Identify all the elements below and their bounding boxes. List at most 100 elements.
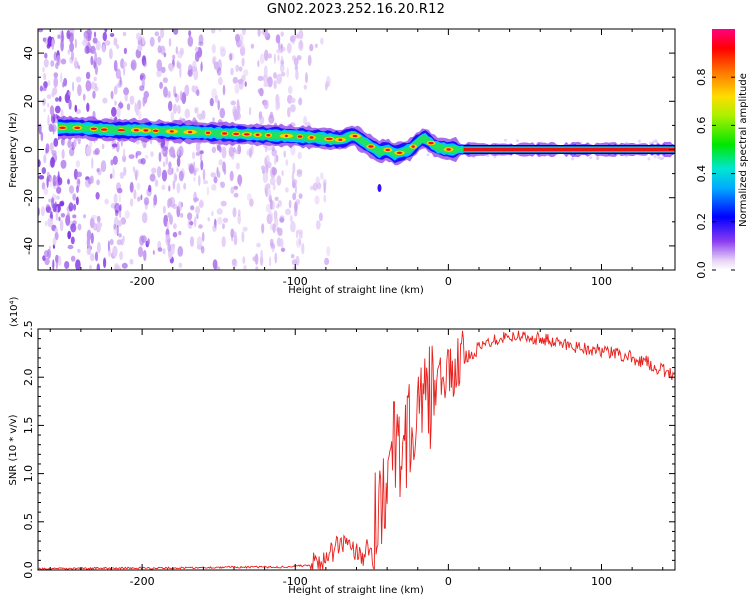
spectrogram-ridge-peak: [59, 126, 66, 129]
spectrogram-noise-cell: [268, 188, 272, 198]
spectrogram-noise-cell: [75, 160, 80, 168]
spectrogram-noise-cell: [242, 256, 246, 264]
spectrogram-noise-cell: [279, 217, 285, 223]
spectrogram-noise-cell: [114, 202, 121, 214]
spectrogram-ridge-peak: [152, 129, 159, 132]
spectrogram-noise-cell: [118, 194, 121, 203]
spectrogram-noise-cell: [117, 220, 122, 227]
spectrogram-noise-cell: [94, 54, 97, 63]
spectrogram-noise-cell: [42, 66, 45, 73]
spectrogram-noise-cell: [269, 238, 274, 244]
spectrogram-noise-cell: [47, 102, 50, 108]
spectrogram-noise-cell: [41, 182, 46, 190]
spectrogram-noise-cell: [176, 167, 179, 173]
spectrogram-noise-cell: [248, 106, 252, 116]
spectrogram-noise-cell: [75, 196, 79, 206]
spectrogram-noise-cell: [96, 263, 100, 270]
spectrogram-noise-cell: [162, 248, 166, 255]
spectrogram-noise-cell: [196, 89, 200, 97]
spectrogram-noise-cell: [262, 74, 269, 83]
spectrogram-noise-cell: [426, 153, 430, 157]
spectrogram-noise-cell: [221, 146, 227, 159]
spectrogram-noise-cell: [67, 49, 71, 55]
spectrogram-noise-cell: [75, 76, 82, 83]
spectrogram-noise-cell: [267, 53, 273, 59]
spectrogram-noise-cell: [183, 182, 187, 190]
spectrogram-noise-cell: [113, 223, 117, 230]
spectrogram-noise-cell: [195, 206, 201, 215]
spectrogram-noise-cell: [46, 176, 49, 188]
spectrogram-noise-cell: [267, 76, 273, 88]
spectrogram-noise-cell: [187, 36, 194, 47]
y-tick-label: 1.0: [22, 465, 35, 483]
spectrogram-noise-cell: [59, 201, 65, 207]
spectrogram-noise-cell: [259, 255, 264, 266]
y-tick-label: -40: [22, 237, 35, 255]
spectrogram-noise-cell: [56, 186, 62, 194]
spectrogram-noise-cell: [179, 212, 184, 218]
spectrogram-noise-cell: [326, 246, 331, 257]
spectrogram-noise-cell: [162, 205, 166, 214]
spectrogram-noise-cell: [178, 230, 182, 236]
spectrogram-noise-cell: [47, 36, 53, 47]
spectrogram-noise-cell: [70, 255, 76, 262]
spectrogram-noise-cell: [271, 145, 275, 152]
spectrogram-noise-cell: [68, 32, 74, 43]
spectrogram-noise-cell: [254, 253, 259, 265]
spectrogram-noise-cell: [211, 29, 216, 34]
spectrogram-noise-cell: [67, 230, 72, 240]
spectrogram-noise-cell: [156, 59, 163, 72]
spectrogram-noise-cell: [176, 182, 181, 194]
spectrogram-noise-cell: [289, 214, 293, 223]
spectrogram-noise-cell: [128, 154, 135, 160]
spectrogram-noise-cell: [272, 183, 276, 191]
spectrogram-ridge-peak: [74, 126, 81, 129]
spectrogram-noise-cell: [247, 193, 252, 202]
spectrogram-noise-cell: [163, 52, 167, 58]
spectrogram-noise-cell: [167, 243, 171, 252]
spectrogram-noise-cell: [88, 264, 93, 270]
spectrogram-ridge-peak: [428, 141, 434, 145]
spectrogram-noise-cell: [233, 235, 238, 246]
spectrogram-noise-cell: [657, 156, 661, 159]
spectrogram-ridge-peak: [222, 132, 228, 135]
spectrogram-noise-cell: [242, 226, 248, 232]
spectrogram-noise-cell: [141, 212, 148, 224]
spectrogram-noise-cell: [516, 139, 519, 143]
spectrogram-noise-cell: [137, 246, 144, 258]
spectrogram-noise-cell: [74, 104, 78, 113]
spectrogram-noise-cell: [315, 176, 320, 186]
snr-series-line: [38, 330, 675, 570]
spectrogram-noise-cell: [232, 207, 237, 218]
spectrogram-noise-cell: [257, 88, 262, 94]
snr-ticks: -200 -100 0 100 0.0 0.5 1.0 1.5 2.0 2.5: [22, 320, 675, 588]
spectrogram-noise-cell: [157, 247, 163, 252]
spectrogram-noise-cell: [177, 50, 183, 59]
spectrogram-noise-cell: [136, 182, 141, 190]
spectrogram-noise-cell: [150, 151, 154, 158]
spectrogram-noise-cell: [55, 257, 59, 270]
spectrogram-noise-cell: [172, 180, 176, 190]
spectrogram-noise-cell: [189, 236, 195, 248]
spectrogram-noise-cell: [212, 224, 217, 232]
spectrogram-noise-cell: [170, 111, 175, 123]
spectrogram-ridge-peak: [117, 129, 125, 132]
snr-x-axis-label: Height of straight line (km): [288, 585, 424, 596]
spectrogram-noise-cell: [195, 151, 201, 156]
spectrogram-noise-cell: [147, 238, 150, 246]
spectrogram-noise-cell: [142, 96, 146, 107]
spectrogram-noise-cell: [52, 125, 55, 135]
spectrogram-noise-cell: [294, 65, 299, 71]
y-tick-label: 20: [22, 94, 35, 108]
spectrogram-noise-cell: [140, 158, 146, 165]
spectrogram-x-axis-label: Height of straight line (km): [288, 285, 424, 296]
spectrogram-noise-cell: [230, 67, 234, 76]
spectrogram-noise-cell: [143, 197, 150, 206]
spectrogram-noise-cell: [290, 254, 295, 259]
spectrogram-noise-cell: [168, 185, 171, 192]
spectrogram-noise-cell: [269, 177, 276, 186]
spectrogram-noise-cell: [198, 224, 203, 229]
spectrogram-ridge-peak: [100, 128, 108, 131]
spectrogram-noise-cell: [192, 60, 197, 73]
spectrogram-noise-cell: [90, 232, 94, 244]
